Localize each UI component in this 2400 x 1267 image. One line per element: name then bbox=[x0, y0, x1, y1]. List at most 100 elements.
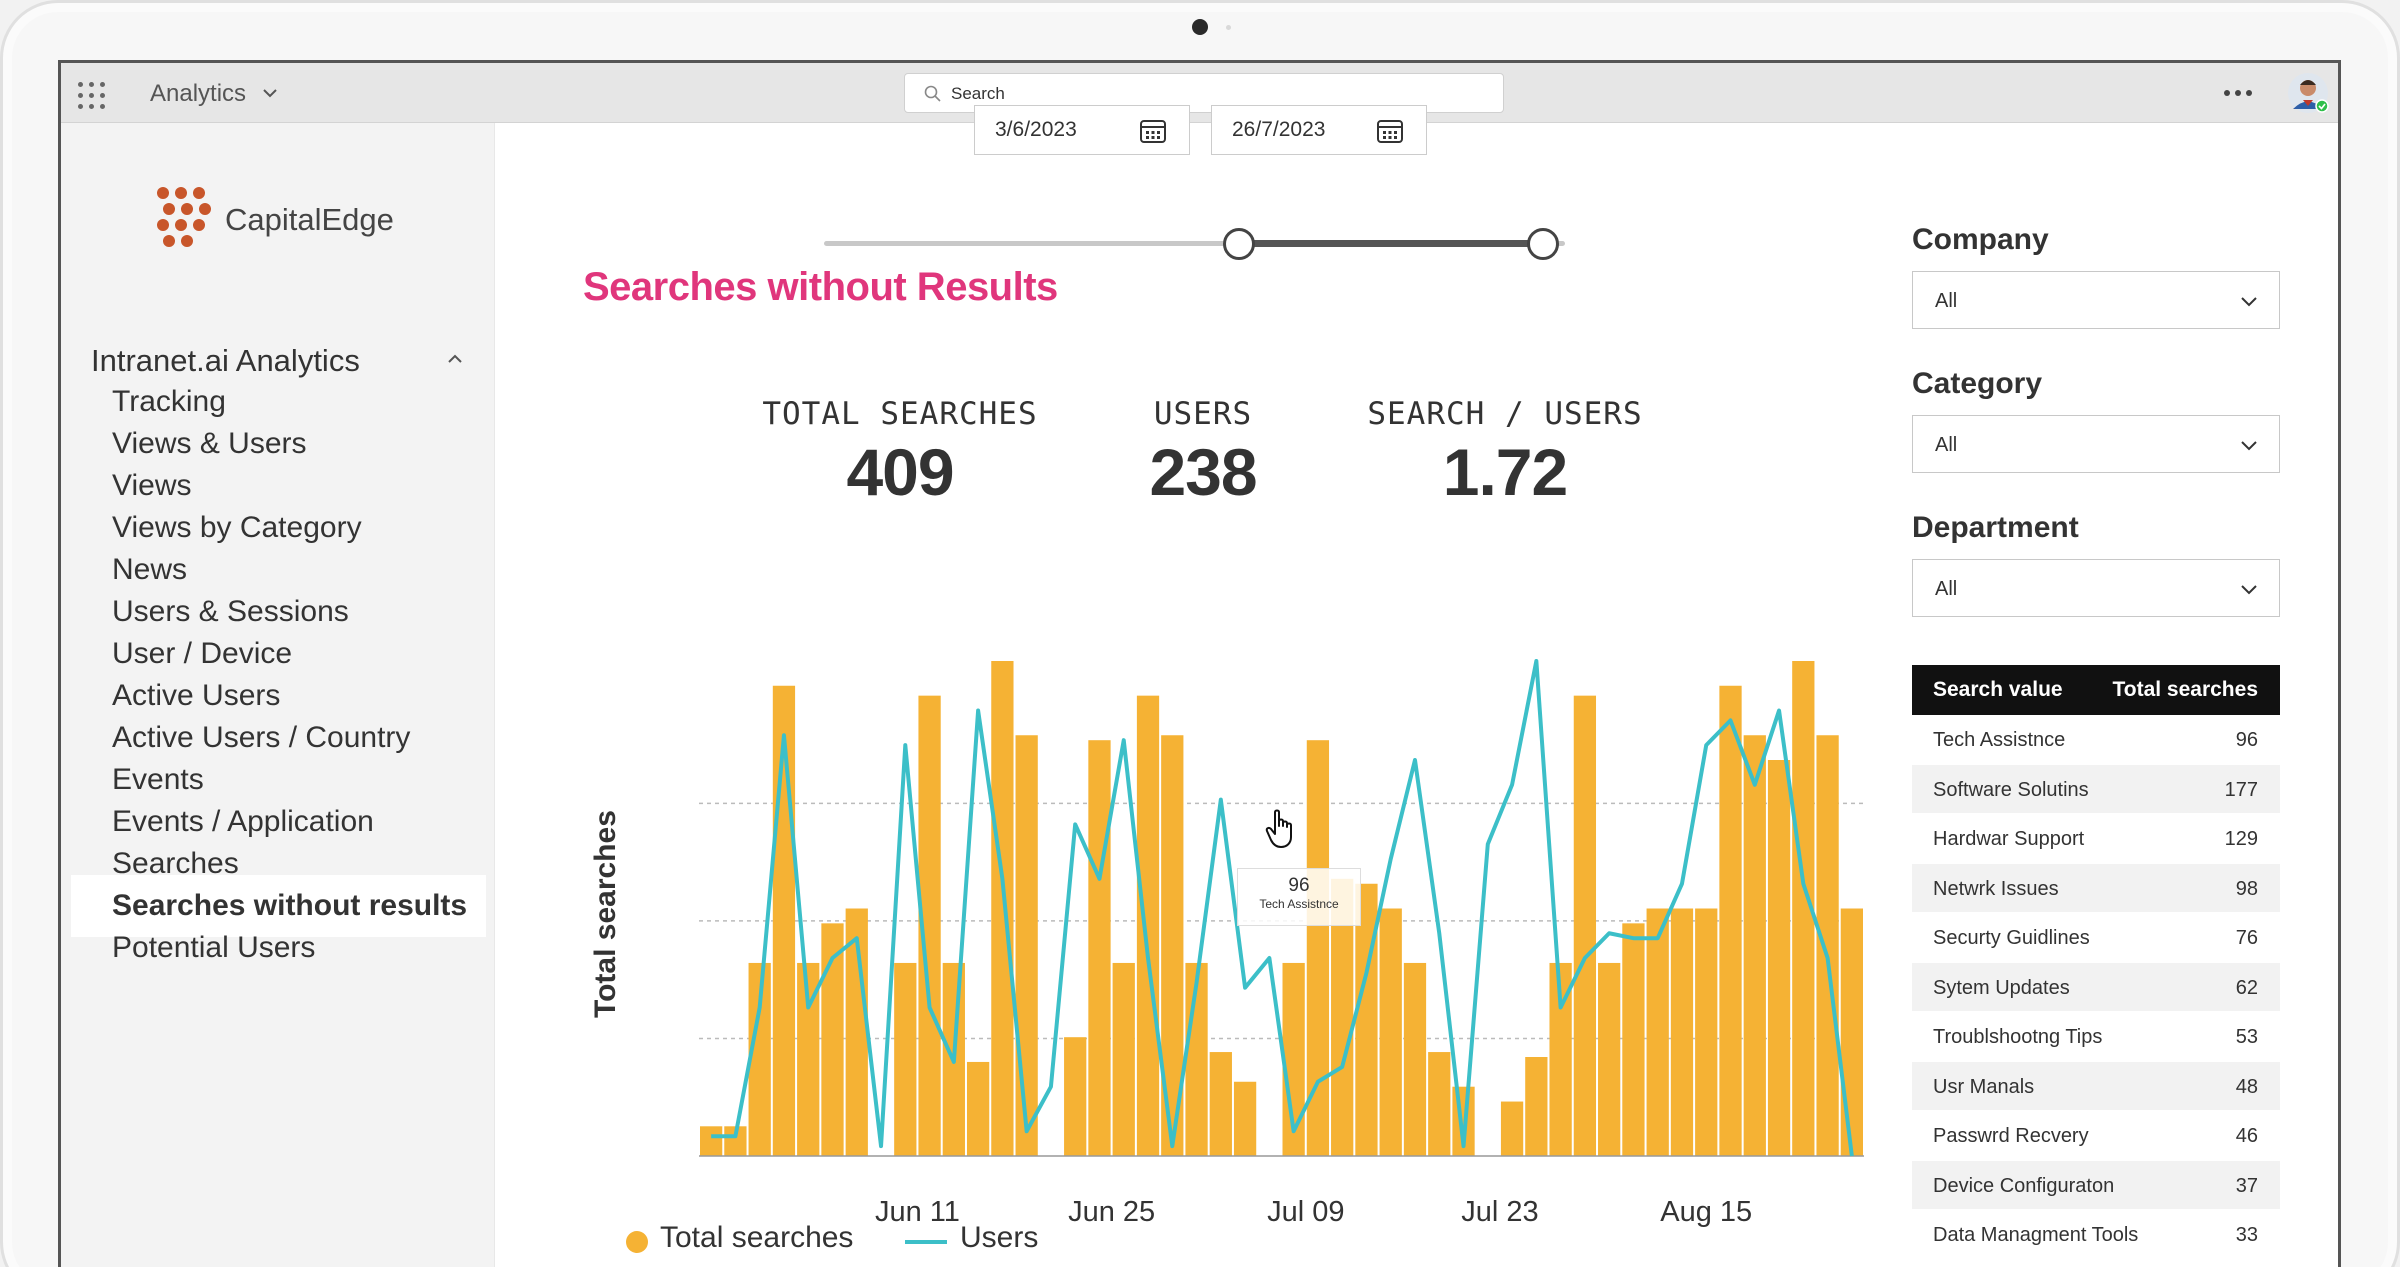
chart-bar[interactable] bbox=[1598, 962, 1621, 1156]
chart-bar[interactable] bbox=[1161, 735, 1184, 1156]
chart-bar[interactable] bbox=[1403, 962, 1427, 1156]
search-input[interactable] bbox=[951, 80, 1471, 108]
sidebar-item[interactable]: Tracking bbox=[112, 385, 226, 418]
sidebar-item[interactable]: Active Users / Country bbox=[112, 721, 411, 754]
search-value-cell: Sytem Updates bbox=[1933, 976, 2070, 999]
sidebar-item[interactable]: Events / Application bbox=[112, 805, 374, 838]
sidebar-item[interactable]: News bbox=[112, 553, 188, 586]
chevron-down-icon[interactable] bbox=[260, 83, 280, 103]
sidebar-item[interactable]: Users & Sessions bbox=[112, 595, 349, 628]
app-launcher-icon[interactable] bbox=[78, 82, 105, 109]
category-filter-value: All bbox=[1935, 434, 1958, 456]
chart-bar[interactable] bbox=[1306, 740, 1330, 1156]
chart-bar[interactable] bbox=[1549, 962, 1572, 1156]
chart-bar[interactable] bbox=[1719, 685, 1742, 1156]
chart-bar[interactable] bbox=[1525, 1057, 1548, 1156]
chart-bar[interactable] bbox=[1767, 760, 1791, 1156]
chart-bar[interactable] bbox=[1064, 1037, 1087, 1156]
chart-bar[interactable] bbox=[1428, 1052, 1451, 1156]
chart-bar[interactable] bbox=[1282, 962, 1305, 1156]
column-header-total-searches[interactable]: Total searches bbox=[2112, 678, 2258, 701]
chart-bar[interactable] bbox=[1840, 908, 1863, 1157]
table-row[interactable]: Device Configuraton 37 bbox=[1912, 1160, 2280, 1210]
sidebar-item[interactable]: Active Users bbox=[112, 679, 281, 712]
sidebar-item[interactable]: Potential Users bbox=[112, 931, 316, 964]
chart-bar[interactable] bbox=[1500, 1101, 1524, 1156]
end-date-picker[interactable]: 26/7/2023 bbox=[1211, 105, 1427, 155]
tooltip-label: Tech Assistnce bbox=[1259, 897, 1339, 911]
table-row[interactable]: Software Solutins 177 bbox=[1912, 764, 2280, 814]
sidebar-item[interactable]: Searches bbox=[112, 847, 239, 880]
avatar[interactable] bbox=[2287, 72, 2329, 114]
table-row[interactable]: Passwrd Recvery 46 bbox=[1912, 1111, 2280, 1161]
chart-bar[interactable] bbox=[1792, 661, 1815, 1156]
chevron-up-icon[interactable] bbox=[443, 347, 467, 371]
brand-logo[interactable]: CapitalEdge bbox=[155, 185, 455, 255]
start-date-picker[interactable]: 3/6/2023 bbox=[974, 105, 1190, 155]
chart-bar[interactable] bbox=[1112, 962, 1135, 1156]
chart-bar[interactable] bbox=[1379, 908, 1402, 1157]
kpi-users: USERS 238 bbox=[1053, 396, 1353, 510]
date-range-slider-track[interactable] bbox=[824, 241, 1565, 246]
chart-bar[interactable] bbox=[1816, 735, 1839, 1156]
more-options-icon[interactable] bbox=[2221, 81, 2255, 105]
chart-bar[interactable] bbox=[1015, 735, 1038, 1156]
sidebar-item[interactable]: User / Device bbox=[112, 637, 293, 670]
sidebar-item[interactable]: Views bbox=[112, 469, 192, 502]
chart-bar[interactable] bbox=[1088, 740, 1111, 1156]
calendar-icon[interactable] bbox=[1376, 117, 1404, 145]
slider-end-handle[interactable] bbox=[1526, 228, 1559, 260]
end-date-value: 26/7/2023 bbox=[1232, 118, 1326, 141]
chart-bar[interactable] bbox=[991, 661, 1014, 1156]
table-row[interactable]: Data Managment Tools 33 bbox=[1912, 1210, 2280, 1260]
chart-bar[interactable] bbox=[724, 1126, 747, 1156]
table-row[interactable]: Troublshootng Tips 53 bbox=[1912, 1012, 2280, 1062]
calendar-icon[interactable] bbox=[1139, 117, 1167, 145]
column-header-search-value[interactable]: Search value bbox=[1933, 678, 2063, 701]
kpi-label: USERS bbox=[1153, 396, 1253, 432]
chart-bar[interactable] bbox=[821, 923, 844, 1156]
sidebar-item[interactable]: Searches without results bbox=[71, 875, 486, 937]
company-filter-select[interactable]: All bbox=[1912, 271, 2280, 329]
table-row[interactable]: Netwrk Issues 98 bbox=[1912, 863, 2280, 913]
sidebar-item[interactable]: Views by Category bbox=[112, 511, 362, 544]
search-value-cell: Securty Guidlines bbox=[1933, 927, 2090, 949]
chart-bar[interactable] bbox=[1136, 695, 1160, 1156]
chart-bar[interactable] bbox=[1695, 908, 1718, 1157]
category-filter-select[interactable]: All bbox=[1912, 415, 2280, 473]
capitaledge-logo-icon bbox=[157, 187, 211, 247]
total-searches-cell: 37 bbox=[2235, 1174, 2258, 1197]
chart-bar[interactable] bbox=[700, 1126, 723, 1156]
chart-bar[interactable] bbox=[918, 695, 941, 1156]
chart-bar[interactable] bbox=[1622, 923, 1645, 1156]
chart-bar[interactable] bbox=[1646, 908, 1669, 1157]
chart-bar[interactable] bbox=[1233, 1081, 1257, 1156]
chart-bar[interactable] bbox=[966, 1061, 990, 1156]
slider-start-handle[interactable] bbox=[1222, 228, 1255, 260]
chart-bar[interactable] bbox=[1670, 908, 1694, 1157]
chart-line-users[interactable] bbox=[711, 659, 1854, 1157]
sidebar-item[interactable]: Views & Users bbox=[112, 427, 307, 460]
searches-chart[interactable]: Jun 11 Jun 25 Jul 09 Jul 23 Aug 15 bbox=[579, 623, 1879, 1267]
sidebar-section-header[interactable]: Intranet.ai Analytics bbox=[91, 341, 471, 381]
company-filter-label: Company bbox=[1912, 223, 2049, 256]
chart-bar[interactable] bbox=[1743, 735, 1766, 1156]
table-row[interactable]: Securty Guidlines 76 bbox=[1912, 913, 2280, 963]
total-searches-cell: 46 bbox=[2235, 1125, 2258, 1147]
table-row[interactable]: Tech Assistnce 96 bbox=[1912, 715, 2280, 765]
sidebar-item[interactable]: Events bbox=[112, 763, 204, 796]
table-row[interactable]: Usr Manals 48 bbox=[1912, 1061, 2280, 1111]
department-filter-select[interactable]: All bbox=[1912, 559, 2280, 617]
search-box[interactable] bbox=[904, 73, 1504, 113]
chart-bar[interactable] bbox=[1209, 1052, 1232, 1156]
table-row[interactable]: Hardwar Support 129 bbox=[1912, 814, 2280, 864]
chart-bar[interactable] bbox=[1331, 878, 1354, 1156]
chart-bar[interactable] bbox=[797, 962, 820, 1156]
chart-bar[interactable] bbox=[748, 962, 771, 1156]
sidebar-section-label: Intranet.ai Analytics bbox=[91, 343, 360, 378]
search-value-cell: Hardwar Support bbox=[1933, 828, 2085, 850]
table-row[interactable]: Sytem Updates 62 bbox=[1912, 962, 2280, 1012]
app-title[interactable]: Analytics bbox=[150, 80, 247, 107]
chart-bar[interactable] bbox=[894, 962, 917, 1156]
chart-bar[interactable] bbox=[1573, 695, 1597, 1156]
